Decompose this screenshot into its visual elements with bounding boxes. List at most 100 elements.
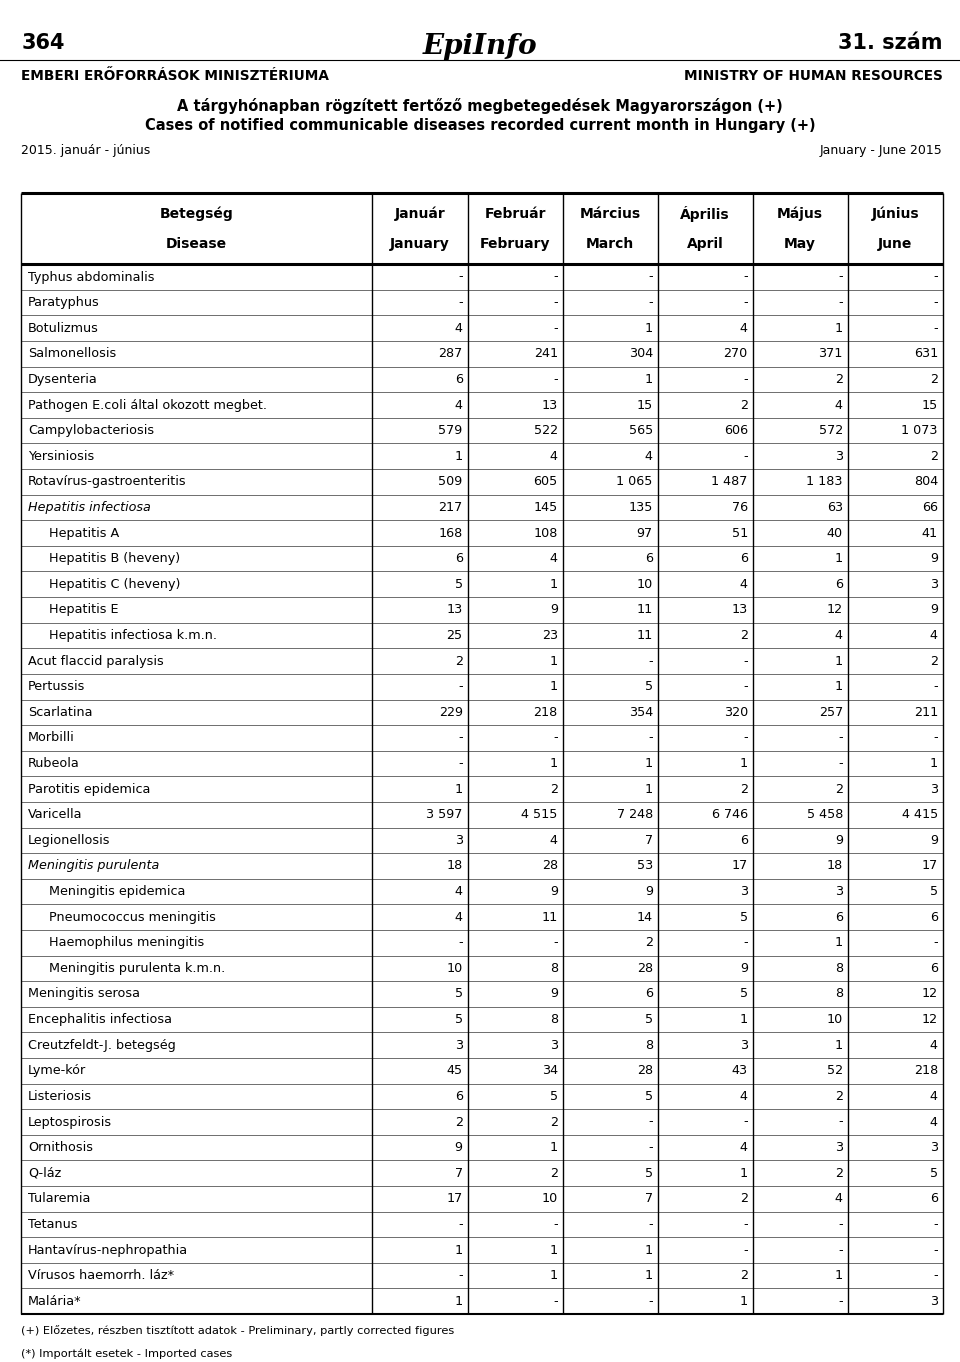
Text: 10: 10 bbox=[827, 1013, 843, 1026]
Text: April: April bbox=[686, 237, 724, 251]
Text: 8: 8 bbox=[550, 962, 558, 975]
Text: Tetanus: Tetanus bbox=[28, 1218, 78, 1231]
Text: January - June 2015: January - June 2015 bbox=[820, 144, 943, 158]
Text: 1: 1 bbox=[930, 757, 938, 770]
Text: Q-láz: Q-láz bbox=[28, 1167, 61, 1179]
Text: -: - bbox=[933, 1269, 938, 1282]
Text: 28: 28 bbox=[636, 1064, 653, 1077]
Text: 4: 4 bbox=[455, 885, 463, 898]
Text: Hepatitis E: Hepatitis E bbox=[49, 603, 118, 617]
Text: 320: 320 bbox=[724, 706, 748, 719]
Text: -: - bbox=[648, 1218, 653, 1231]
Text: -: - bbox=[553, 271, 558, 283]
Text: 2: 2 bbox=[740, 1192, 748, 1205]
Text: 631: 631 bbox=[914, 347, 938, 361]
Text: 5: 5 bbox=[645, 1013, 653, 1026]
Text: -: - bbox=[553, 321, 558, 335]
Text: Május: Május bbox=[778, 207, 823, 221]
Text: -: - bbox=[933, 731, 938, 745]
Text: 5: 5 bbox=[550, 1090, 558, 1103]
Text: 1: 1 bbox=[550, 1269, 558, 1282]
Text: 6: 6 bbox=[930, 962, 938, 975]
Text: 9: 9 bbox=[930, 552, 938, 565]
Text: 6: 6 bbox=[645, 987, 653, 1001]
Text: 8: 8 bbox=[835, 987, 843, 1001]
Text: 4 515: 4 515 bbox=[521, 808, 558, 821]
Text: 145: 145 bbox=[534, 501, 558, 513]
Text: -: - bbox=[838, 731, 843, 745]
Text: 2: 2 bbox=[835, 1090, 843, 1103]
Text: 3: 3 bbox=[740, 885, 748, 898]
Text: Pathogen E.coli által okozott megbet.: Pathogen E.coli által okozott megbet. bbox=[28, 399, 267, 411]
Text: (*) Importált esetek - Imported cases: (*) Importált esetek - Imported cases bbox=[21, 1348, 232, 1359]
Text: 1: 1 bbox=[645, 757, 653, 770]
Text: 5 458: 5 458 bbox=[806, 808, 843, 821]
Text: Hepatitis C (heveny): Hepatitis C (heveny) bbox=[49, 577, 180, 591]
Text: -: - bbox=[458, 936, 463, 949]
Text: 1: 1 bbox=[455, 449, 463, 463]
Text: 257: 257 bbox=[819, 706, 843, 719]
Text: May: May bbox=[784, 237, 816, 251]
Text: 53: 53 bbox=[636, 859, 653, 873]
Text: 13: 13 bbox=[446, 603, 463, 617]
Text: 1: 1 bbox=[740, 1295, 748, 1308]
Text: -: - bbox=[743, 1218, 748, 1231]
Text: 1: 1 bbox=[550, 680, 558, 693]
Text: 40: 40 bbox=[827, 527, 843, 539]
Text: Hantavírus-nephropathia: Hantavírus-nephropathia bbox=[28, 1244, 188, 1257]
Text: 605: 605 bbox=[534, 475, 558, 489]
Text: 3: 3 bbox=[835, 449, 843, 463]
Text: 3: 3 bbox=[930, 577, 938, 591]
Text: 6: 6 bbox=[930, 911, 938, 923]
Text: 45: 45 bbox=[446, 1064, 463, 1077]
Text: EpiInfo: EpiInfo bbox=[422, 33, 538, 60]
Text: 2: 2 bbox=[835, 1167, 843, 1179]
Text: 28: 28 bbox=[636, 962, 653, 975]
Text: 1: 1 bbox=[835, 321, 843, 335]
Text: 509: 509 bbox=[439, 475, 463, 489]
Text: -: - bbox=[743, 655, 748, 667]
Text: 1: 1 bbox=[835, 552, 843, 565]
Text: 34: 34 bbox=[541, 1064, 558, 1077]
Text: Creutzfeldt-J. betegség: Creutzfeldt-J. betegség bbox=[28, 1039, 176, 1051]
Text: -: - bbox=[648, 1141, 653, 1154]
Text: 52: 52 bbox=[827, 1064, 843, 1077]
Text: -: - bbox=[553, 296, 558, 309]
Text: -: - bbox=[838, 1218, 843, 1231]
Text: 229: 229 bbox=[439, 706, 463, 719]
Text: -: - bbox=[743, 296, 748, 309]
Text: 2: 2 bbox=[550, 1115, 558, 1129]
Text: 1: 1 bbox=[835, 680, 843, 693]
Text: 218: 218 bbox=[534, 706, 558, 719]
Text: Pertussis: Pertussis bbox=[28, 680, 85, 693]
Text: Meningitis purulenta k.m.n.: Meningitis purulenta k.m.n. bbox=[49, 962, 226, 975]
Text: -: - bbox=[743, 680, 748, 693]
Text: 804: 804 bbox=[914, 475, 938, 489]
Text: 270: 270 bbox=[724, 347, 748, 361]
Text: -: - bbox=[743, 1115, 748, 1129]
Text: 217: 217 bbox=[439, 501, 463, 513]
Text: 7: 7 bbox=[645, 1192, 653, 1205]
Text: Dysenteria: Dysenteria bbox=[28, 373, 98, 385]
Text: 2: 2 bbox=[550, 1167, 558, 1179]
Text: June: June bbox=[878, 237, 912, 251]
Text: 522: 522 bbox=[534, 424, 558, 437]
Text: 3: 3 bbox=[835, 885, 843, 898]
Text: -: - bbox=[553, 373, 558, 385]
Text: 364: 364 bbox=[21, 33, 64, 53]
Text: 4: 4 bbox=[455, 321, 463, 335]
Text: -: - bbox=[933, 1218, 938, 1231]
Text: 1: 1 bbox=[645, 321, 653, 335]
Text: -: - bbox=[838, 271, 843, 283]
Text: 1: 1 bbox=[740, 1013, 748, 1026]
Text: 4: 4 bbox=[930, 1115, 938, 1129]
Text: Rotavírus-gastroenteritis: Rotavírus-gastroenteritis bbox=[28, 475, 186, 489]
Text: March: March bbox=[586, 237, 635, 251]
Text: 3: 3 bbox=[455, 834, 463, 847]
Text: 7: 7 bbox=[455, 1167, 463, 1179]
Text: 1: 1 bbox=[835, 1039, 843, 1051]
Text: 4: 4 bbox=[740, 1090, 748, 1103]
Text: 51: 51 bbox=[732, 527, 748, 539]
Text: Listeriosis: Listeriosis bbox=[28, 1090, 92, 1103]
Text: -: - bbox=[838, 1244, 843, 1257]
